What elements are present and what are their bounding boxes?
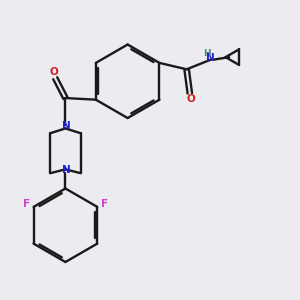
Text: N: N [206,53,215,63]
Text: F: F [23,199,30,209]
Text: F: F [101,199,108,209]
Text: H: H [203,50,211,58]
Text: N: N [62,165,70,175]
Text: N: N [62,121,70,131]
Text: O: O [186,94,195,104]
Text: O: O [49,68,58,77]
